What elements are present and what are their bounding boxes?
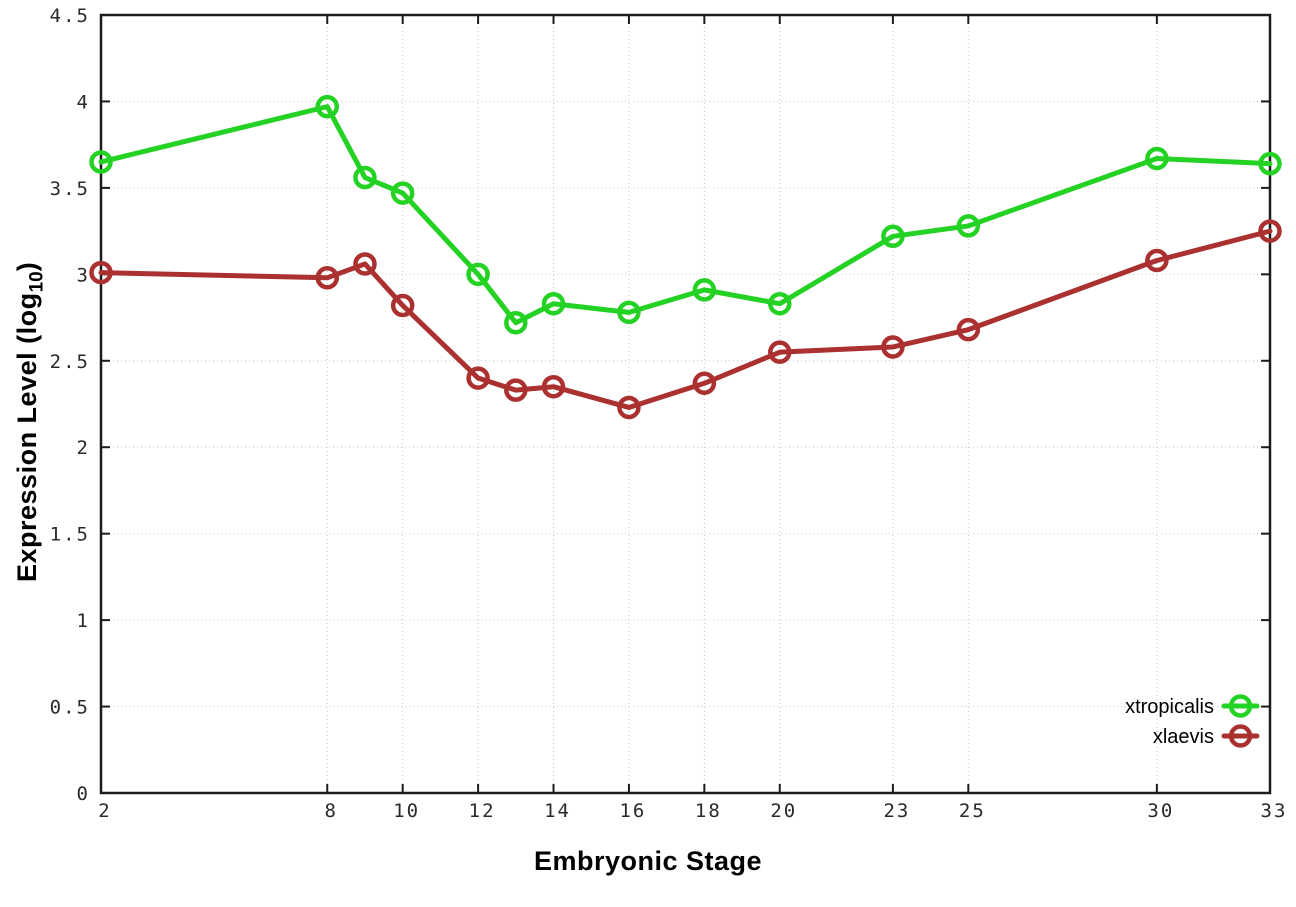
data-point-xtropicalis bbox=[353, 165, 377, 190]
legend-label-xlaevis: xlaevis bbox=[1153, 726, 1214, 748]
data-point-xlaevis bbox=[353, 252, 377, 276]
series-line-xlaevis bbox=[98, 228, 1273, 410]
data-point-xlaevis bbox=[504, 378, 528, 402]
x-tick-label: 33 bbox=[1261, 800, 1288, 822]
x-tick-label: 18 bbox=[695, 800, 722, 822]
y-tick-label: 4 bbox=[77, 91, 90, 113]
x-tick-label: 2 bbox=[98, 800, 111, 822]
series-line-xtropicalis bbox=[98, 104, 1273, 326]
y-axis-title-close: ) bbox=[12, 261, 42, 272]
data-point-xtropicalis bbox=[1258, 151, 1282, 176]
data-point-xtropicalis bbox=[956, 214, 981, 238]
legend-marker-icon bbox=[1228, 694, 1253, 718]
y-axis-title-text: Expression Level (log bbox=[12, 292, 42, 582]
x-tick-label: 12 bbox=[469, 800, 496, 822]
x-tick-label: 14 bbox=[544, 800, 571, 822]
data-point-xtropicalis bbox=[881, 224, 905, 249]
data-point-xlaevis bbox=[617, 395, 641, 420]
data-point-xtropicalis bbox=[466, 262, 490, 287]
data-point-xlaevis bbox=[315, 266, 340, 290]
data-point-xtropicalis bbox=[315, 94, 340, 119]
data-point-xtropicalis bbox=[617, 300, 641, 325]
data-point-xlaevis bbox=[89, 260, 113, 285]
data-point-xtropicalis bbox=[504, 310, 528, 335]
y-tick-label: 0.5 bbox=[50, 697, 90, 719]
data-point-xtropicalis bbox=[768, 291, 792, 316]
data-point-xtropicalis bbox=[692, 278, 717, 302]
x-tick-label: 30 bbox=[1147, 800, 1174, 822]
y-tick-label: 0 bbox=[77, 783, 90, 805]
data-point-xlaevis bbox=[1258, 219, 1282, 243]
data-point-xlaevis bbox=[881, 335, 905, 359]
legend-marker-icon bbox=[1228, 724, 1253, 748]
data-point-xlaevis bbox=[466, 366, 490, 390]
data-point-xlaevis bbox=[956, 317, 981, 342]
data-point-xtropicalis bbox=[89, 150, 113, 174]
data-point-xlaevis bbox=[1145, 248, 1169, 273]
x-tick-label: 23 bbox=[883, 800, 910, 822]
data-point-xtropicalis bbox=[541, 291, 566, 316]
y-tick-label: 3 bbox=[77, 264, 90, 286]
data-point-xtropicalis bbox=[390, 181, 415, 205]
data-point-xtropicalis bbox=[1145, 146, 1169, 171]
y-tick-label: 3.5 bbox=[50, 178, 90, 200]
y-axis-title-subscript: 10 bbox=[26, 271, 48, 293]
y-tick-label: 1.5 bbox=[50, 524, 90, 546]
y-tick-label: 1 bbox=[77, 610, 90, 632]
y-axis-title: Expression Level (log10) bbox=[12, 262, 48, 582]
data-point-xlaevis bbox=[541, 374, 566, 399]
x-tick-label: 16 bbox=[619, 800, 646, 822]
data-point-xlaevis bbox=[390, 293, 415, 318]
x-tick-label: 20 bbox=[770, 800, 797, 822]
legend-label-xtropicalis: xtropicalis bbox=[1125, 696, 1214, 718]
y-tick-label: 2 bbox=[77, 437, 90, 459]
x-tick-label: 25 bbox=[959, 800, 986, 822]
y-tick-label: 4.5 bbox=[50, 5, 90, 27]
x-axis-title: Embryonic Stage bbox=[533, 846, 763, 876]
plot-border bbox=[99, 13, 1272, 795]
x-tick-label: 10 bbox=[393, 800, 420, 822]
data-point-xlaevis bbox=[692, 371, 717, 396]
y-tick-label: 2.5 bbox=[50, 351, 90, 373]
data-point-xlaevis bbox=[768, 340, 792, 364]
x-tick-label: 8 bbox=[325, 800, 338, 822]
